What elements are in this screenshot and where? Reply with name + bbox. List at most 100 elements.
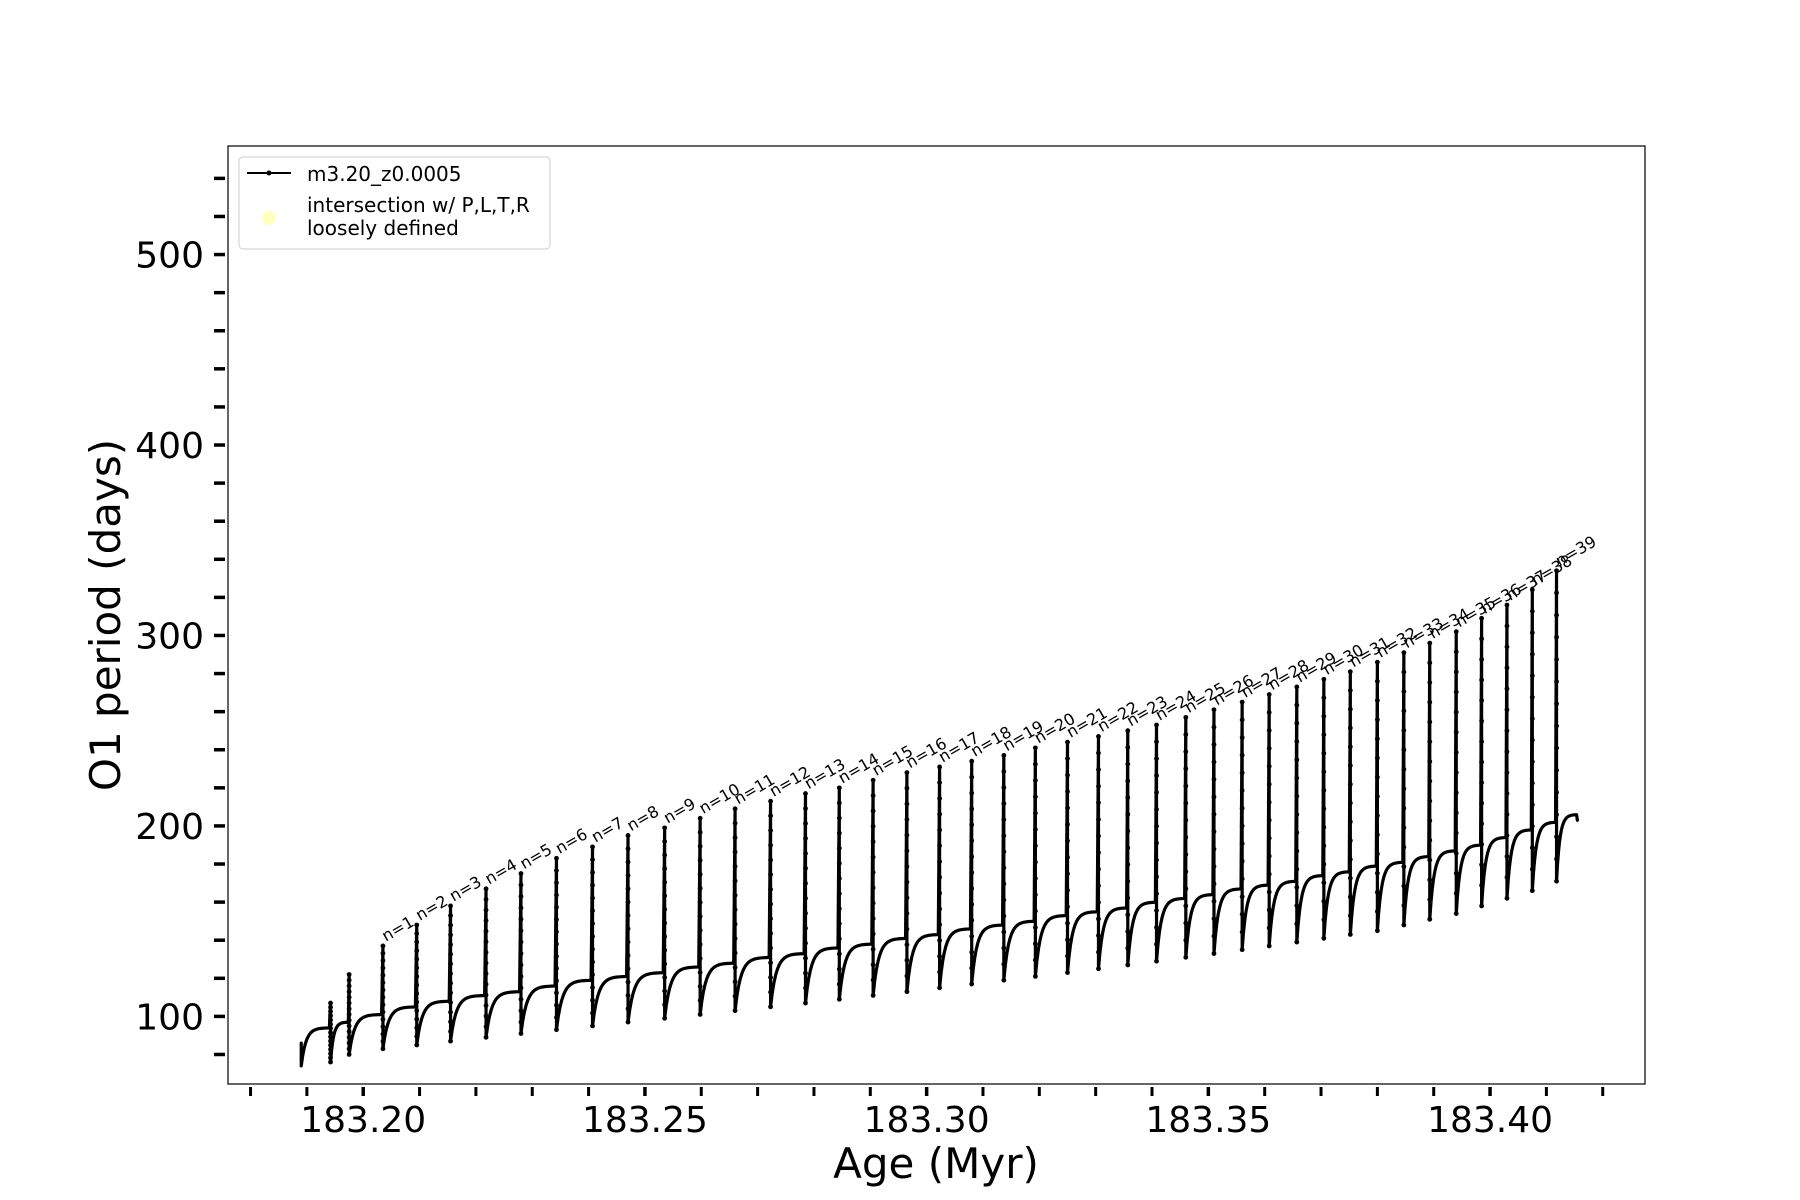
series-point — [1401, 728, 1407, 733]
series-point — [732, 965, 738, 970]
series-point — [1479, 759, 1485, 765]
series-point — [414, 982, 420, 988]
series-point — [870, 916, 876, 921]
series-point — [1321, 880, 1327, 886]
series-point — [483, 960, 489, 966]
series-point — [836, 981, 842, 987]
series-point — [697, 885, 703, 891]
series-point — [1504, 770, 1510, 775]
series-point — [1374, 851, 1380, 857]
series-point — [1453, 891, 1459, 896]
series-point — [1294, 720, 1300, 726]
series-point — [590, 844, 595, 850]
series-point — [483, 1013, 489, 1019]
series-point — [1211, 777, 1217, 782]
series-point — [625, 1019, 631, 1025]
series-point — [328, 1000, 333, 1006]
series-point — [1427, 818, 1433, 824]
series-point — [1347, 838, 1353, 844]
series-point — [662, 934, 668, 940]
series-point — [1183, 869, 1189, 875]
series-point — [1347, 688, 1353, 693]
series-point — [1239, 858, 1245, 864]
series-point — [380, 987, 386, 993]
series-point — [448, 932, 453, 938]
series-point — [1001, 977, 1007, 983]
series-point — [1125, 962, 1131, 968]
series-point — [697, 984, 703, 989]
series-point — [1096, 783, 1101, 789]
series-point — [1294, 739, 1300, 744]
series-point — [1266, 835, 1272, 841]
y-tick-label: 300 — [135, 616, 204, 657]
series-point — [1321, 769, 1327, 775]
series-point — [328, 1004, 333, 1010]
series-point — [904, 785, 910, 791]
series-point — [1374, 717, 1380, 723]
series-point — [625, 913, 631, 918]
series-point — [937, 985, 942, 991]
series-point — [590, 895, 595, 901]
series-point — [1529, 823, 1535, 829]
series-point — [697, 928, 703, 933]
series-point — [1211, 881, 1217, 887]
series-point — [1554, 745, 1559, 751]
series-point — [1374, 736, 1380, 742]
series-point — [836, 830, 842, 836]
series-point — [1125, 795, 1131, 801]
series-point — [1453, 629, 1459, 635]
series-point — [483, 928, 489, 934]
series-point — [1001, 865, 1007, 871]
series-point — [1125, 745, 1131, 750]
series-point — [414, 931, 420, 936]
series-point — [1096, 734, 1101, 739]
series-point — [1183, 783, 1189, 789]
series-point — [904, 770, 910, 775]
series-point — [380, 943, 386, 949]
series-point — [1001, 785, 1007, 790]
series-point — [969, 854, 975, 860]
series-point — [1065, 904, 1070, 910]
series-point — [346, 1017, 352, 1023]
series-point — [1266, 853, 1272, 859]
series-point — [1125, 811, 1131, 817]
series-point — [554, 1027, 559, 1033]
series-point — [836, 876, 842, 881]
series-point — [768, 901, 773, 907]
series-point — [1211, 794, 1217, 800]
series-point — [483, 896, 489, 902]
series-point — [448, 980, 453, 986]
series-point — [1266, 799, 1272, 805]
series-point — [448, 971, 453, 976]
series-point — [803, 865, 808, 871]
series-point — [1065, 789, 1070, 794]
series-point — [904, 973, 910, 979]
series-point — [625, 859, 631, 865]
series-point — [1529, 716, 1535, 722]
series-point — [768, 857, 773, 863]
series-point — [1001, 753, 1007, 758]
series-point — [870, 808, 876, 814]
series-point — [768, 989, 773, 995]
series-point — [1096, 767, 1101, 773]
series-point — [937, 764, 942, 770]
series-point — [768, 886, 773, 892]
series-point — [1154, 925, 1159, 930]
series-point — [625, 939, 631, 945]
legend-label-intersection-line1: intersection w/ P,L,T,R — [307, 193, 530, 217]
series-point — [1001, 881, 1007, 887]
series-point — [1266, 728, 1272, 733]
series-point — [1032, 810, 1038, 816]
series-point — [554, 966, 559, 971]
series-point — [1401, 864, 1407, 870]
series-point — [346, 1046, 352, 1052]
series-point — [483, 971, 489, 977]
series-point — [1427, 739, 1433, 745]
series-point — [625, 993, 631, 998]
series-point — [1065, 805, 1070, 811]
series-point — [414, 973, 420, 979]
series-point — [448, 990, 453, 996]
series-point — [662, 975, 668, 980]
series-point — [1453, 729, 1459, 735]
series-point — [870, 823, 876, 829]
